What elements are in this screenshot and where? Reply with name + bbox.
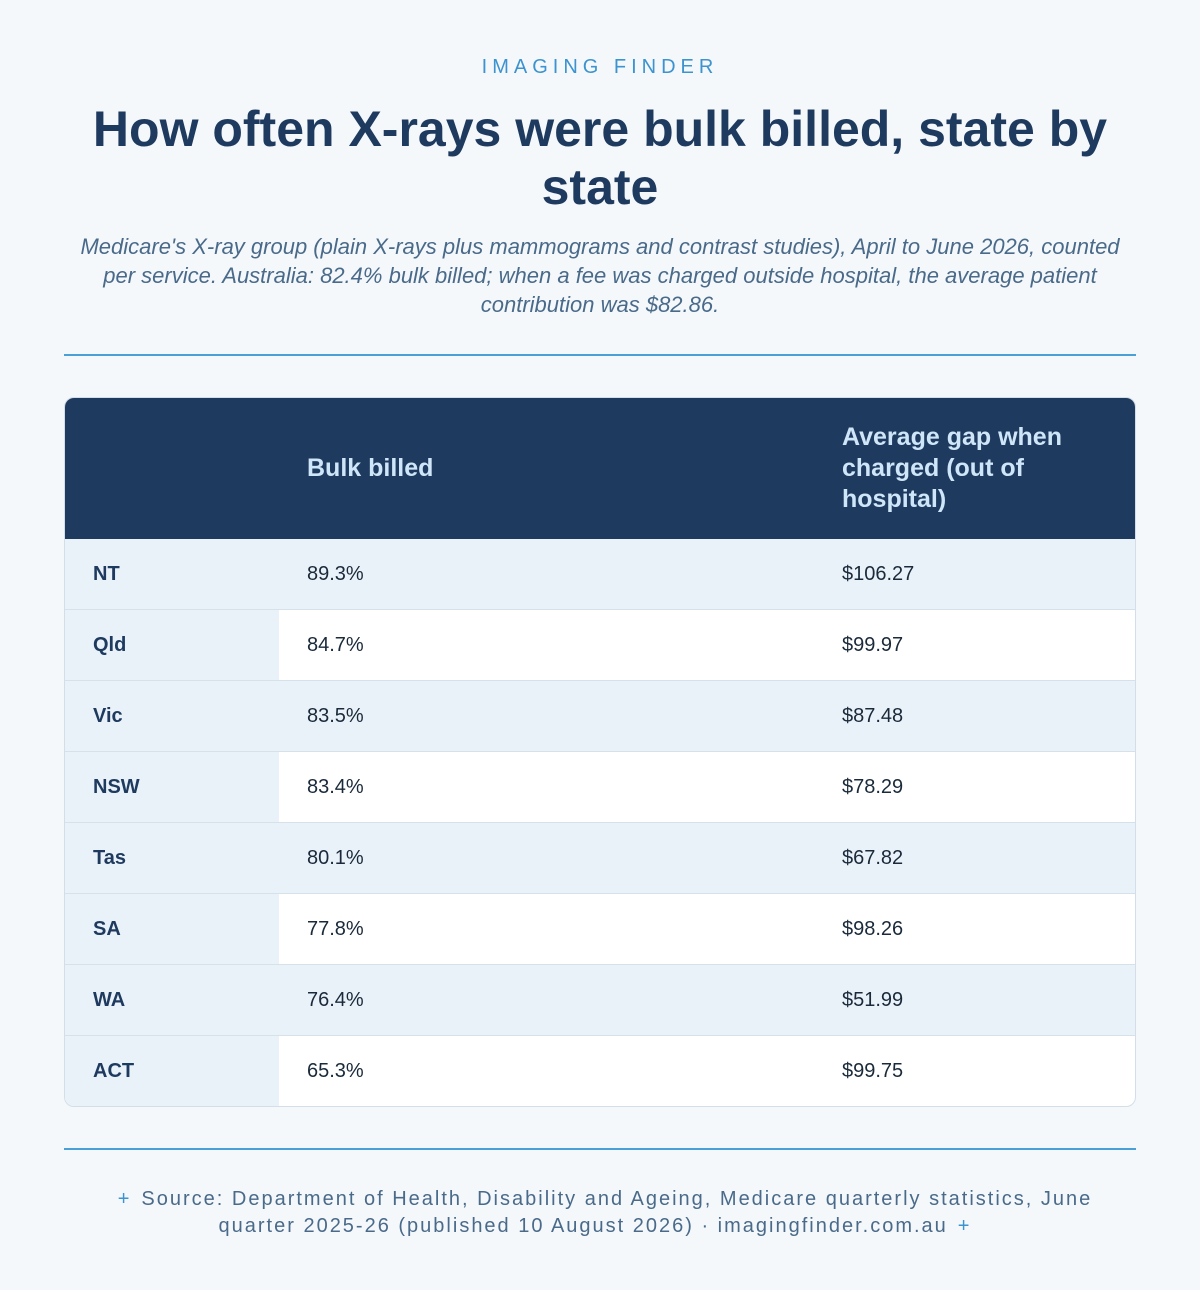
plus-icon: + — [957, 1215, 972, 1237]
state-cell: Tas — [65, 822, 279, 894]
header-bulk-billed: Bulk billed — [279, 398, 814, 539]
bulk-billed-cell: 65.3% — [279, 1035, 814, 1106]
avg-gap-cell: $99.97 — [814, 609, 1135, 681]
table-row: WA 76.4% $51.99 — [65, 964, 1135, 1036]
state-cell: WA — [65, 964, 279, 1036]
state-cell: ACT — [65, 1035, 279, 1106]
avg-gap-cell: $98.26 — [814, 893, 1135, 965]
page-title: How often X-rays were bulk billed, state… — [92, 101, 1108, 215]
table-header-row: Bulk billed Average gap when charged (ou… — [65, 398, 1135, 539]
plus-icon: + — [117, 1188, 132, 1210]
source-text: Source: Department of Health, Disability… — [141, 1188, 1093, 1237]
avg-gap-cell: $51.99 — [814, 964, 1135, 1036]
state-cell: NSW — [65, 751, 279, 823]
avg-gap-cell: $106.27 — [814, 539, 1135, 610]
top-divider — [64, 354, 1136, 356]
table-row: NT 89.3% $106.27 — [65, 539, 1135, 610]
avg-gap-cell: $67.82 — [814, 822, 1135, 894]
avg-gap-cell: $78.29 — [814, 751, 1135, 823]
table-row: Vic 83.5% $87.48 — [65, 680, 1135, 752]
state-cell: NT — [65, 539, 279, 610]
header-state — [65, 398, 279, 539]
brand-eyebrow: IMAGING FINDER — [481, 56, 719, 78]
bulk-billed-cell: 83.5% — [279, 680, 814, 752]
table-body: NT 89.3% $106.27 Qld 84.7% $99.97 Vic 83.5% $87.… — [65, 539, 1135, 1106]
table-row: Tas 80.1% $67.82 — [65, 822, 1135, 894]
bottom-divider — [64, 1148, 1136, 1150]
state-cell: SA — [65, 893, 279, 965]
source-footer: + Source: Department of Health, Disabilit… — [100, 1186, 1100, 1240]
bulk-billed-cell: 83.4% — [279, 751, 814, 823]
header-avg-gap: Average gap when charged (out of hospita… — [814, 398, 1135, 539]
state-cell: Vic — [65, 680, 279, 752]
bulk-billed-cell: 77.8% — [279, 893, 814, 965]
state-cell: Qld — [65, 609, 279, 681]
bulk-billed-cell: 89.3% — [279, 539, 814, 610]
data-table-card: Bulk billed Average gap when charged (ou… — [64, 397, 1136, 1107]
table-row: SA 77.8% $98.26 — [65, 893, 1135, 965]
table-row: Qld 84.7% $99.97 — [65, 609, 1135, 681]
avg-gap-cell: $99.75 — [814, 1035, 1135, 1106]
page-subtitle: Medicare's X-ray group (plain X-rays plu… — [80, 234, 1120, 317]
table-row: ACT 65.3% $99.75 — [65, 1035, 1135, 1106]
avg-gap-cell: $87.48 — [814, 680, 1135, 752]
bulk-billing-table: Bulk billed Average gap when charged (ou… — [65, 398, 1135, 1106]
table-row: NSW 83.4% $78.29 — [65, 751, 1135, 823]
bulk-billed-cell: 76.4% — [279, 964, 814, 1036]
bulk-billed-cell: 80.1% — [279, 822, 814, 894]
bulk-billed-cell: 84.7% — [279, 609, 814, 681]
